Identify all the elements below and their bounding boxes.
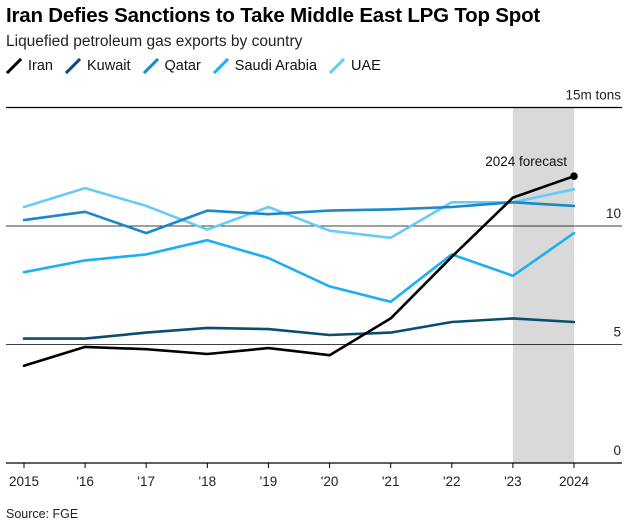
forecast-point-marker [570, 172, 578, 181]
x-tick-label-5: '20 [321, 474, 339, 489]
x-tick-label-0: 2015 [9, 474, 39, 489]
forecast-annotation: 2024 forecast [485, 154, 567, 169]
legend-label-kuwait: Kuwait [87, 58, 131, 74]
x-tick-label-8: '23 [504, 474, 522, 489]
y-tick-label-0: 0 [613, 443, 621, 458]
y-tick-label-10: 10 [606, 206, 621, 221]
source-note: Source: FGE [6, 507, 79, 521]
legend-label-iran: Iran [28, 58, 53, 74]
series-line-qatar [22, 201, 576, 235]
legend-swatch-saudi-arabia [212, 58, 229, 74]
legend-label-saudi-arabia: Saudi Arabia [234, 58, 318, 74]
x-tick-label-2: '17 [137, 474, 155, 489]
legend-item-qatar: Qatar [142, 58, 201, 74]
legend-label-qatar: Qatar [164, 58, 201, 74]
chart-subtitle: Liquefied petroleum gas exports by count… [6, 33, 303, 50]
legend-item-uae: UAE [329, 58, 381, 74]
legend-swatch-qatar [142, 58, 159, 74]
legend-swatch-kuwait [65, 58, 81, 74]
chart-title: Iran Defies Sanctions to Take Middle Eas… [6, 4, 541, 27]
x-tick-label-7: '22 [443, 474, 461, 489]
legend-swatch-iran [6, 58, 22, 74]
legend-swatch-uae [329, 58, 346, 74]
x-tick-label-3: '18 [199, 474, 217, 489]
legend-item-iran: Iran [6, 58, 53, 74]
y-tick-label-5: 5 [613, 325, 621, 340]
series-line-kuwait [22, 317, 576, 340]
series-line-iran [22, 174, 576, 368]
x-tick-label-9: 2024 [559, 474, 590, 489]
forecast-band [512, 107, 574, 463]
x-tick-label-4: '19 [260, 474, 278, 489]
x-tick-label-6: '21 [382, 474, 400, 489]
legend-item-saudi-arabia: Saudi Arabia [212, 58, 318, 74]
series-line-uae [22, 186, 576, 240]
legend: Iran Kuwait Qatar Saudi Arabia UAE [6, 58, 393, 74]
legend-label-uae: UAE [351, 58, 381, 74]
unit-label: 15m tons [565, 88, 621, 103]
legend-item-kuwait: Kuwait [65, 58, 131, 74]
x-tick-label-1: '16 [76, 474, 94, 489]
series-line-saudi-arabia [22, 231, 576, 304]
